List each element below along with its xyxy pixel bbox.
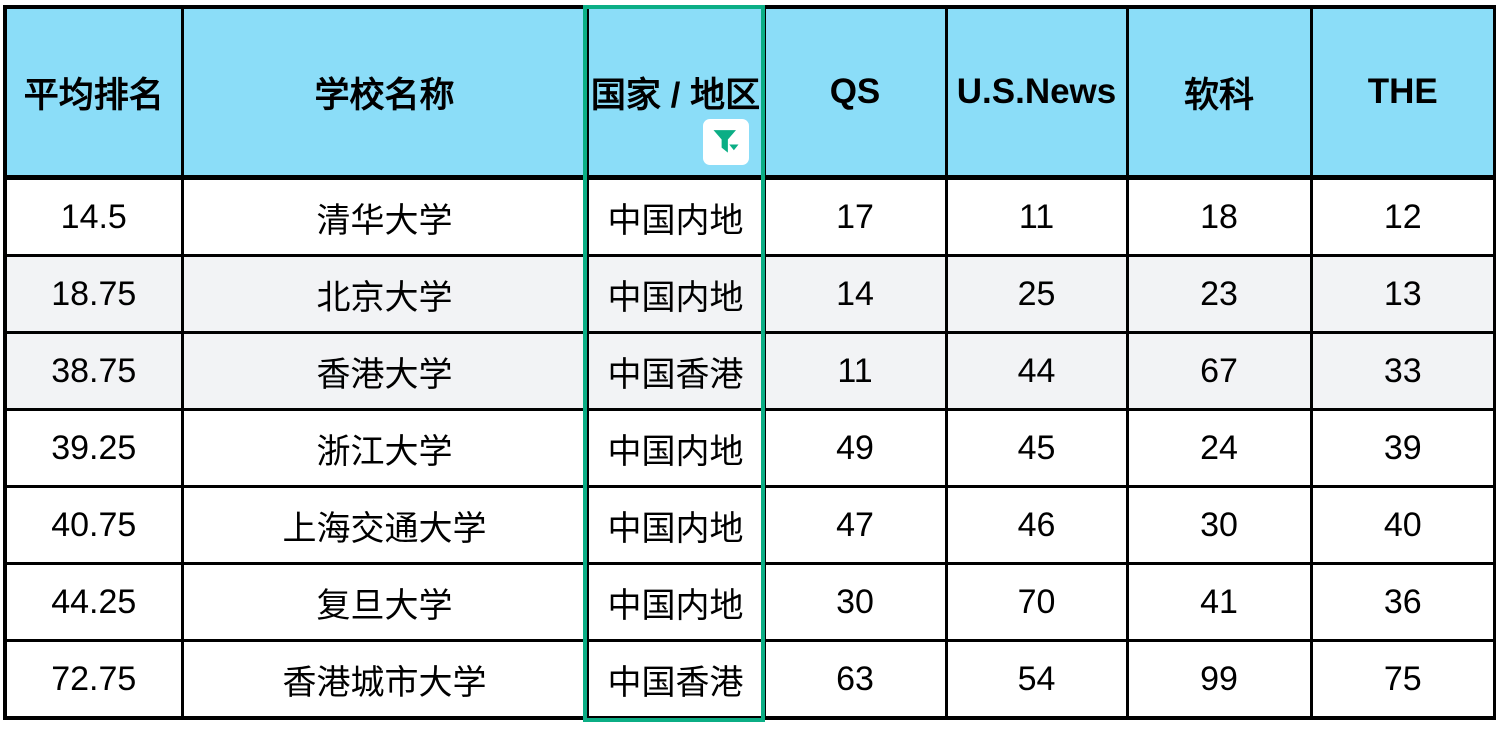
cell-school-name[interactable]: 复旦大学 xyxy=(180,562,589,642)
cell-the[interactable]: 36 xyxy=(1309,562,1496,642)
cell-ruanke[interactable]: 30 xyxy=(1125,485,1313,565)
filter-funnel-icon xyxy=(713,130,738,153)
cell-region[interactable]: 中国内地 xyxy=(585,176,766,257)
cell-qs[interactable]: 63 xyxy=(762,639,948,720)
cell-region[interactable]: 中国香港 xyxy=(585,639,766,720)
table-row: 14.5 清华大学 中国内地 17 11 18 12 xyxy=(3,176,1496,257)
cell-region[interactable]: 中国内地 xyxy=(585,562,766,642)
cell-usnews[interactable]: 46 xyxy=(944,485,1129,565)
table-row: 40.75 上海交通大学 中国内地 47 46 30 40 xyxy=(3,485,1496,565)
ranking-table: 平均排名 学校名称 国家 / 地区 QS U.S.News 软科 THE xyxy=(3,5,1496,720)
col-header-qs[interactable]: QS xyxy=(762,5,948,180)
table-row: 18.75 北京大学 中国内地 14 25 23 13 xyxy=(3,254,1496,334)
cell-avg-rank[interactable]: 14.5 xyxy=(3,176,184,257)
table-row: 38.75 香港大学 中国香港 11 44 67 33 xyxy=(3,331,1496,411)
cell-usnews[interactable]: 70 xyxy=(944,562,1129,642)
cell-the[interactable]: 33 xyxy=(1309,331,1496,411)
cell-school-name[interactable]: 北京大学 xyxy=(180,254,589,334)
cell-ruanke[interactable]: 67 xyxy=(1125,331,1313,411)
cell-ruanke[interactable]: 41 xyxy=(1125,562,1313,642)
table-row: 44.25 复旦大学 中国内地 30 70 41 36 xyxy=(3,562,1496,642)
cell-avg-rank[interactable]: 38.75 xyxy=(3,331,184,411)
col-header-label: 国家 / 地区 xyxy=(590,75,761,115)
cell-usnews[interactable]: 54 xyxy=(944,639,1129,720)
cell-region[interactable]: 中国内地 xyxy=(585,485,766,565)
cell-usnews[interactable]: 44 xyxy=(944,331,1129,411)
cell-avg-rank[interactable]: 18.75 xyxy=(3,254,184,334)
cell-qs[interactable]: 17 xyxy=(762,176,948,257)
col-header-label: U.S.News xyxy=(956,72,1117,111)
cell-region[interactable]: 中国香港 xyxy=(585,331,766,411)
cell-school-name[interactable]: 清华大学 xyxy=(180,176,589,257)
cell-the[interactable]: 39 xyxy=(1309,408,1496,488)
cell-ruanke[interactable]: 99 xyxy=(1125,639,1313,720)
cell-avg-rank[interactable]: 39.25 xyxy=(3,408,184,488)
col-header-label: 软科 xyxy=(1183,75,1254,115)
col-header-label: 学校名称 xyxy=(314,75,455,115)
cell-school-name[interactable]: 香港大学 xyxy=(180,331,589,411)
cell-the[interactable]: 75 xyxy=(1309,639,1496,720)
cell-school-name[interactable]: 上海交通大学 xyxy=(180,485,589,565)
col-header-avg-rank[interactable]: 平均排名 xyxy=(3,5,184,180)
cell-region[interactable]: 中国内地 xyxy=(585,254,766,334)
cell-qs[interactable]: 49 xyxy=(762,408,948,488)
cell-qs[interactable]: 30 xyxy=(762,562,948,642)
cell-avg-rank[interactable]: 72.75 xyxy=(3,639,184,720)
cell-qs[interactable]: 14 xyxy=(762,254,948,334)
cell-ruanke[interactable]: 23 xyxy=(1125,254,1313,334)
cell-ruanke[interactable]: 24 xyxy=(1125,408,1313,488)
cell-the[interactable]: 40 xyxy=(1309,485,1496,565)
col-header-school-name[interactable]: 学校名称 xyxy=(180,5,589,180)
col-header-region[interactable]: 国家 / 地区 xyxy=(585,5,766,180)
cell-region[interactable]: 中国内地 xyxy=(585,408,766,488)
col-header-usnews[interactable]: U.S.News xyxy=(944,5,1129,180)
cell-usnews[interactable]: 45 xyxy=(944,408,1129,488)
cell-usnews[interactable]: 25 xyxy=(944,254,1129,334)
col-header-ruanke[interactable]: 软科 xyxy=(1125,5,1313,180)
cell-qs[interactable]: 47 xyxy=(762,485,948,565)
region-filter-button[interactable] xyxy=(702,119,749,165)
col-header-label: 平均排名 xyxy=(23,75,164,115)
cell-usnews[interactable]: 11 xyxy=(944,176,1129,257)
table-row: 72.75 香港城市大学 中国香港 63 54 99 75 xyxy=(3,639,1496,720)
cell-qs[interactable]: 11 xyxy=(762,331,948,411)
header-row: 平均排名 学校名称 国家 / 地区 QS U.S.News 软科 THE xyxy=(3,5,1496,180)
col-header-label: THE xyxy=(1367,72,1438,111)
cell-school-name[interactable]: 香港城市大学 xyxy=(180,639,589,720)
col-header-the[interactable]: THE xyxy=(1309,5,1496,180)
cell-avg-rank[interactable]: 40.75 xyxy=(3,485,184,565)
cell-the[interactable]: 13 xyxy=(1309,254,1496,334)
table-row: 39.25 浙江大学 中国内地 49 45 24 39 xyxy=(3,408,1496,488)
cell-ruanke[interactable]: 18 xyxy=(1125,176,1313,257)
col-header-label: QS xyxy=(829,72,881,111)
cell-school-name[interactable]: 浙江大学 xyxy=(180,408,589,488)
cell-avg-rank[interactable]: 44.25 xyxy=(3,562,184,642)
cell-the[interactable]: 12 xyxy=(1309,176,1496,257)
